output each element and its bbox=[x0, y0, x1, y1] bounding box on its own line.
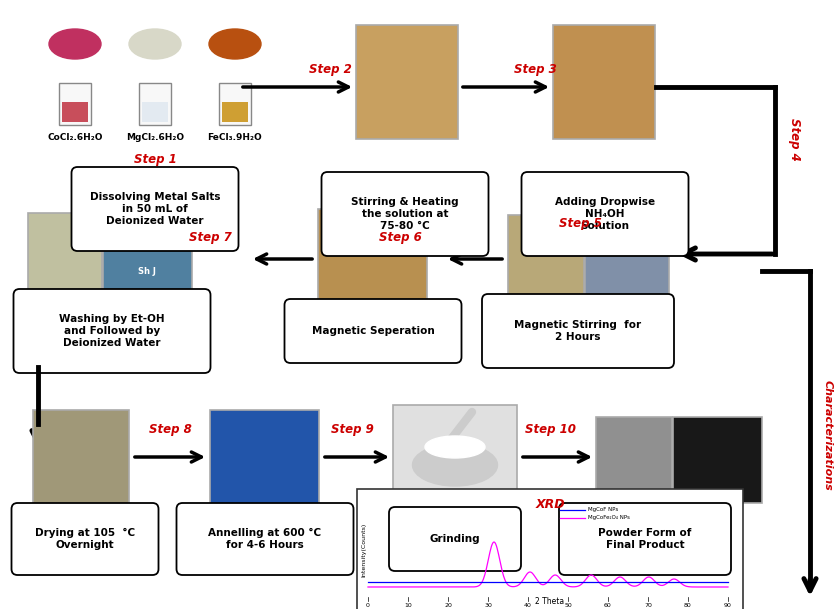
Text: 50: 50 bbox=[564, 603, 572, 608]
Text: Step 6: Step 6 bbox=[378, 230, 422, 244]
Text: XRD: XRD bbox=[535, 498, 564, 510]
FancyBboxPatch shape bbox=[553, 25, 655, 139]
Text: Step 4: Step 4 bbox=[788, 118, 802, 160]
FancyBboxPatch shape bbox=[176, 503, 353, 575]
FancyBboxPatch shape bbox=[103, 213, 192, 305]
FancyBboxPatch shape bbox=[482, 294, 674, 368]
FancyBboxPatch shape bbox=[508, 215, 584, 303]
FancyBboxPatch shape bbox=[72, 167, 239, 251]
FancyBboxPatch shape bbox=[393, 405, 517, 517]
FancyBboxPatch shape bbox=[285, 299, 462, 363]
Ellipse shape bbox=[412, 444, 498, 486]
FancyBboxPatch shape bbox=[219, 83, 251, 125]
FancyBboxPatch shape bbox=[585, 215, 669, 303]
FancyBboxPatch shape bbox=[59, 83, 91, 125]
Text: Stirring & Heating
the solution at
75-80 °C: Stirring & Heating the solution at 75-80… bbox=[352, 197, 458, 231]
Ellipse shape bbox=[129, 29, 181, 59]
Bar bbox=[62, 102, 88, 122]
Text: MgCoF NPs: MgCoF NPs bbox=[588, 507, 618, 513]
Text: MgCl₂.6H₂O: MgCl₂.6H₂O bbox=[126, 133, 184, 141]
Text: 10: 10 bbox=[404, 603, 412, 608]
FancyBboxPatch shape bbox=[13, 289, 210, 373]
Text: Step 3: Step 3 bbox=[514, 63, 556, 76]
Text: 40: 40 bbox=[524, 603, 532, 608]
FancyBboxPatch shape bbox=[210, 410, 319, 509]
FancyBboxPatch shape bbox=[389, 507, 521, 571]
Text: 20: 20 bbox=[444, 603, 452, 608]
Text: 30: 30 bbox=[484, 603, 492, 608]
Ellipse shape bbox=[425, 436, 485, 458]
Text: 60: 60 bbox=[605, 603, 612, 608]
FancyBboxPatch shape bbox=[33, 410, 129, 509]
Text: Step 2: Step 2 bbox=[309, 63, 352, 76]
Text: FeCl₃.9H₂O: FeCl₃.9H₂O bbox=[208, 133, 262, 141]
Text: Sh J: Sh J bbox=[138, 267, 156, 275]
Ellipse shape bbox=[209, 29, 261, 59]
Text: CoCl₂.6H₂O: CoCl₂.6H₂O bbox=[48, 133, 103, 141]
FancyBboxPatch shape bbox=[318, 209, 427, 309]
Text: Washing by Et-OH
and Followed by
Deionized Water: Washing by Et-OH and Followed by Deioniz… bbox=[59, 314, 164, 348]
Text: Step 8: Step 8 bbox=[149, 423, 191, 435]
Text: 80: 80 bbox=[684, 603, 692, 608]
FancyBboxPatch shape bbox=[12, 503, 159, 575]
FancyBboxPatch shape bbox=[522, 172, 689, 256]
Bar bbox=[142, 102, 168, 122]
FancyBboxPatch shape bbox=[357, 489, 743, 609]
Text: Intensity(Counts): Intensity(Counts) bbox=[362, 523, 367, 577]
FancyBboxPatch shape bbox=[321, 172, 488, 256]
FancyBboxPatch shape bbox=[356, 25, 458, 139]
Text: Annelling at 600 °C
for 4-6 Hours: Annelling at 600 °C for 4-6 Hours bbox=[209, 528, 321, 550]
Text: Grinding: Grinding bbox=[430, 534, 480, 544]
FancyBboxPatch shape bbox=[559, 503, 731, 575]
Text: Drying at 105  °C
Overnight: Drying at 105 °C Overnight bbox=[35, 528, 135, 550]
Text: Magnetic Stirring  for
2 Hours: Magnetic Stirring for 2 Hours bbox=[514, 320, 641, 342]
Text: Step 10: Step 10 bbox=[524, 423, 575, 435]
Text: 70: 70 bbox=[644, 603, 652, 608]
FancyBboxPatch shape bbox=[596, 417, 672, 503]
FancyBboxPatch shape bbox=[673, 417, 762, 503]
Text: 90: 90 bbox=[724, 603, 732, 608]
Text: Magnetic Seperation: Magnetic Seperation bbox=[311, 326, 434, 336]
Text: Powder Form of
Final Product: Powder Form of Final Product bbox=[599, 528, 691, 550]
Text: Adding Dropwise
NH₄OH
Solution: Adding Dropwise NH₄OH Solution bbox=[555, 197, 655, 231]
FancyBboxPatch shape bbox=[139, 83, 171, 125]
Text: Step 9: Step 9 bbox=[331, 423, 373, 435]
Text: 2 Theta: 2 Theta bbox=[535, 597, 564, 606]
Text: Characterizations: Characterizations bbox=[823, 379, 833, 490]
Text: Step 5: Step 5 bbox=[559, 217, 601, 230]
Text: Dissolving Metal Salts
in 50 mL of
Deionized Water: Dissolving Metal Salts in 50 mL of Deion… bbox=[89, 192, 220, 225]
Ellipse shape bbox=[49, 29, 101, 59]
Text: Step 7: Step 7 bbox=[189, 230, 231, 244]
Text: Step 1: Step 1 bbox=[134, 152, 176, 166]
Text: 0: 0 bbox=[366, 603, 370, 608]
Bar bbox=[222, 102, 248, 122]
FancyBboxPatch shape bbox=[28, 213, 102, 305]
Text: MgCoFe₂O₄ NPs: MgCoFe₂O₄ NPs bbox=[588, 515, 630, 521]
